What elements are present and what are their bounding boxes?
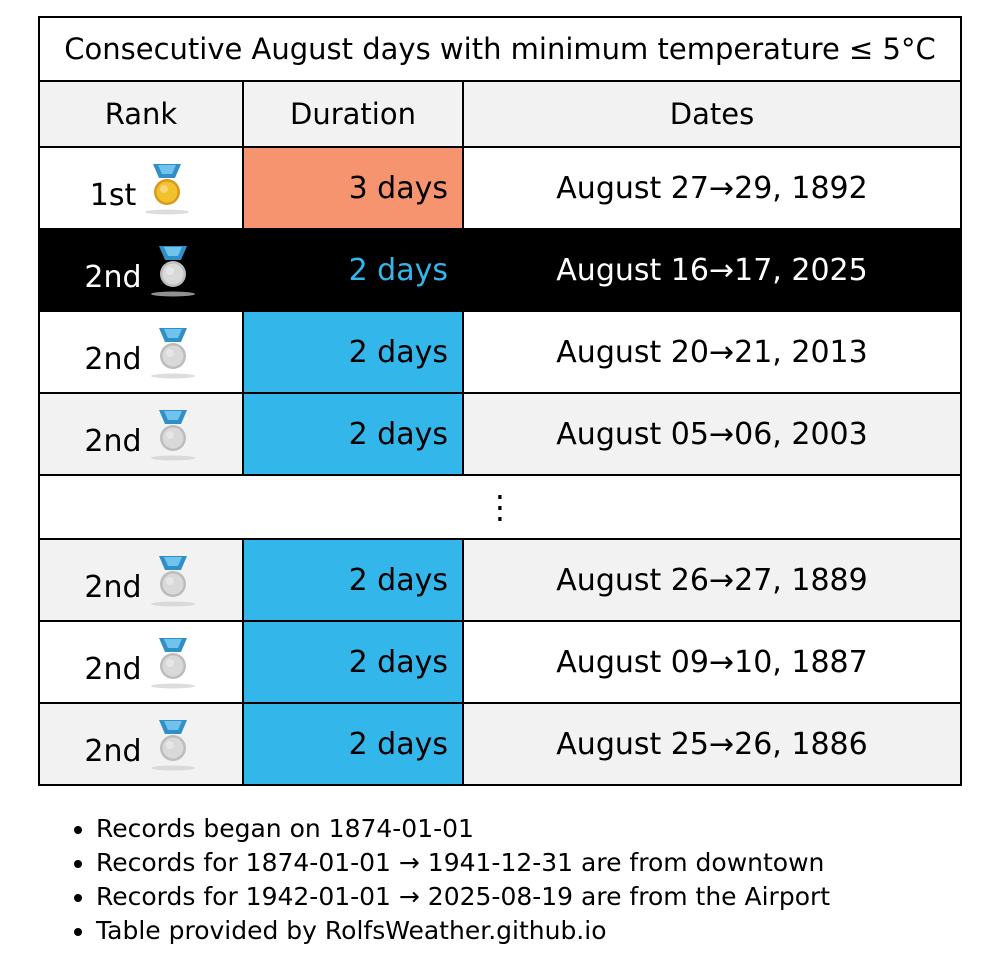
rank-label: 2nd xyxy=(84,341,142,377)
rank-cell: 2nd xyxy=(40,622,242,702)
table-row: 2nd 2 days August 20→21, 2013 xyxy=(40,312,960,394)
rank-cell: 2nd xyxy=(40,230,242,310)
rank-cell: 1st xyxy=(40,148,242,228)
gold-medal-icon xyxy=(145,164,190,215)
duration-cell: 2 days xyxy=(242,230,464,310)
rows-omitted-ellipsis: ⋮ xyxy=(40,476,960,540)
header-rank: Rank xyxy=(40,82,242,148)
table-row: 2nd 2 days August 09→10, 1887 xyxy=(40,622,960,704)
dates-cell: August 16→17, 2025 xyxy=(556,252,868,288)
silver-medal-icon xyxy=(150,638,195,689)
silver-medal-icon xyxy=(150,410,195,461)
rank-label: 2nd xyxy=(84,651,142,687)
rank-label: 2nd xyxy=(84,569,142,605)
header-duration: Duration xyxy=(242,82,464,148)
footnote-item: Records for 1874-01-01 → 1941-12-31 are … xyxy=(96,846,830,880)
duration-cell: 2 days xyxy=(242,622,464,702)
records-table: Consecutive August days with minimum tem… xyxy=(38,16,962,786)
dates-cell: August 26→27, 1889 xyxy=(556,562,868,598)
rank-cell: 2nd xyxy=(40,312,242,392)
rank-label: 2nd xyxy=(84,733,142,769)
table-row: 1st 3 days August 27→29, 1892 xyxy=(40,148,960,230)
silver-medal-icon xyxy=(150,720,195,771)
table-row: 2nd 2 days August 26→27, 1889 xyxy=(40,540,960,622)
header-dates: Dates xyxy=(464,82,960,148)
silver-medal-icon xyxy=(150,246,195,297)
duration-cell: 2 days xyxy=(242,394,464,474)
duration-cell: 3 days xyxy=(242,148,464,228)
rank-cell: 2nd xyxy=(40,394,242,474)
table-row: 2nd 2 days August 05→06, 2003 xyxy=(40,394,960,476)
dates-cell: August 25→26, 1886 xyxy=(556,726,868,762)
table-title: Consecutive August days with minimum tem… xyxy=(40,18,960,82)
rank-label: 1st xyxy=(89,177,137,213)
dates-cell: August 27→29, 1892 xyxy=(556,170,868,206)
duration-cell: 2 days xyxy=(242,540,464,620)
table-row: 2nd 2 days August 25→26, 1886 xyxy=(40,704,960,784)
table-row-highlighted: 2nd 2 days August 16→17, 2025 xyxy=(40,230,960,312)
rank-cell: 2nd xyxy=(40,540,242,620)
dates-cell: August 20→21, 2013 xyxy=(556,334,868,370)
footnote-item: Records began on 1874-01-01 xyxy=(96,812,830,846)
duration-cell: 2 days xyxy=(242,312,464,392)
rank-cell: 2nd xyxy=(40,704,242,784)
rank-label: 2nd xyxy=(84,259,142,295)
silver-medal-icon xyxy=(150,328,195,379)
dates-cell: August 05→06, 2003 xyxy=(556,416,868,452)
footnote-item: Records for 1942-01-01 → 2025-08-19 are … xyxy=(96,880,830,914)
silver-medal-icon xyxy=(150,556,195,607)
dates-cell: August 09→10, 1887 xyxy=(556,644,868,680)
rank-label: 2nd xyxy=(84,423,142,459)
footnotes-list: Records began on 1874-01-01 Records for … xyxy=(60,812,830,948)
duration-cell: 2 days xyxy=(242,704,464,784)
footnote-item: Table provided by RolfsWeather.github.io xyxy=(96,914,830,948)
